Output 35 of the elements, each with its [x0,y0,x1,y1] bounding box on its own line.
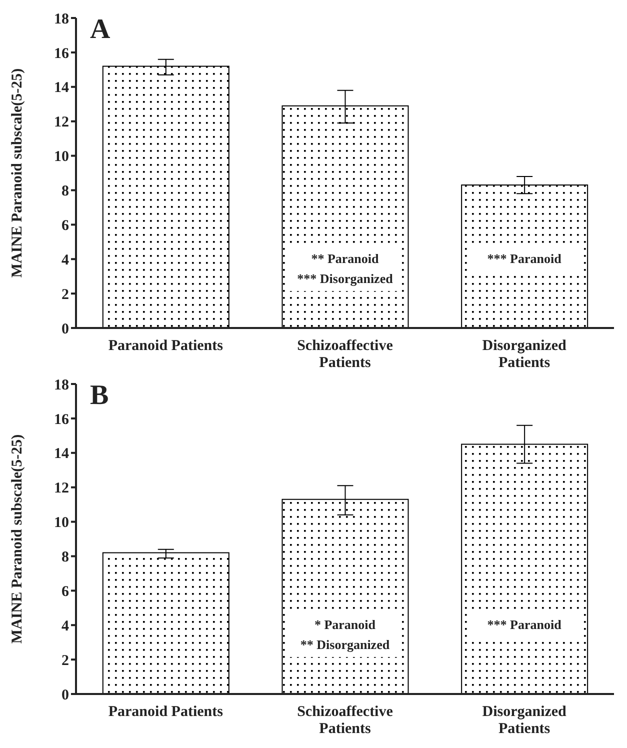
y-tick-label: 18 [54,11,69,28]
annotation: *** Paranoid [469,613,580,638]
y-tick-label: 2 [62,286,69,303]
y-tick-label: 12 [54,480,69,497]
y-tick-label: 16 [54,46,70,62]
y-tick-label: 8 [62,184,69,200]
y-tick-label: 14 [54,446,70,462]
y-tick-label: 14 [54,80,70,96]
y-tick-label: 10 [54,515,69,532]
y-tick-label: 16 [54,412,70,428]
annotation: * Paranoid ** Disorganized [290,613,400,658]
annotation: ** Paranoid *** Disorganized [290,247,400,292]
y-tick-label: 12 [54,114,69,131]
chart-title: A [90,14,110,46]
y-tick-label: 0 [62,321,69,338]
y-tick-label: 18 [54,377,69,394]
y-tick-label: 6 [62,584,70,600]
y-tick-label: 4 [62,618,70,634]
y-tick-label: 0 [62,687,69,704]
bar [102,552,230,694]
y-tick-label: 10 [54,149,69,166]
x-tick-label: Disorganized Patients [482,704,568,737]
y-tick-label: 2 [62,652,69,669]
annotation: *** Paranoid [469,247,580,272]
x-tick-label: Disorganized Patients [482,338,568,371]
chart-title: B [90,380,109,412]
x-tick-label: Schizoaffective Patients [297,338,394,371]
x-tick-label: Schizoaffective Patients [297,704,394,737]
y-tick-label: 4 [62,252,70,268]
x-tick-label: Paranoid Patients [108,338,224,354]
y-tick-label: 6 [62,218,70,234]
y-axis-title: MAINE Paranoid subscale(5-25) [9,434,26,644]
y-axis-title: MAINE Paranoid subscale(5-25) [9,68,26,278]
x-tick-label: Paranoid Patients [108,704,224,720]
y-tick-label: 8 [62,550,69,566]
